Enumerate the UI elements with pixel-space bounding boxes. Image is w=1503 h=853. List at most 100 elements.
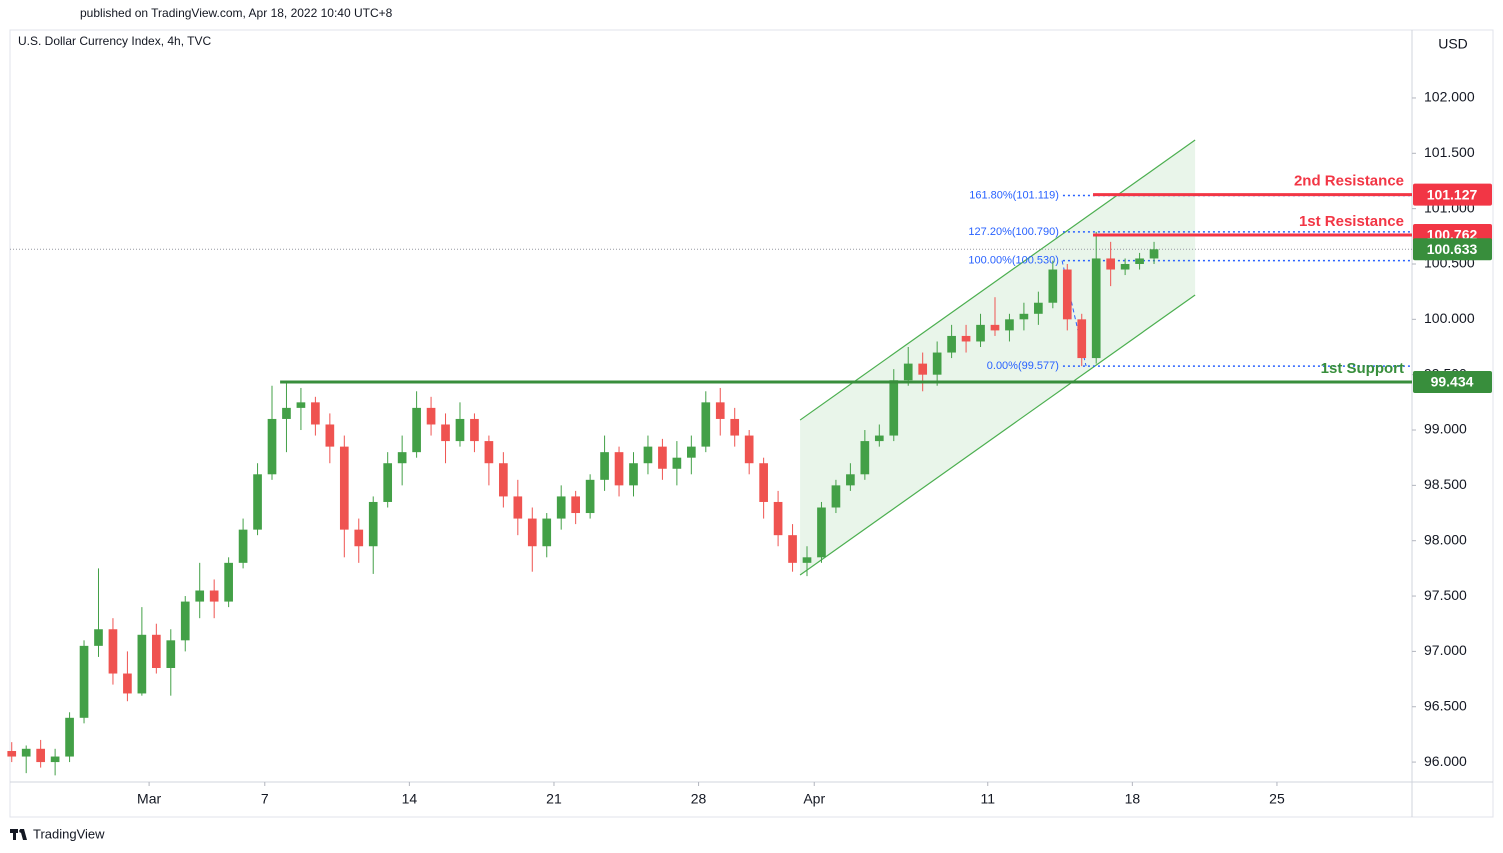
candle-body: [542, 518, 552, 547]
candle-body: [932, 352, 942, 375]
fib-label: 161.80%(101.119): [969, 189, 1059, 201]
x-tick-label: 18: [1125, 791, 1141, 807]
y-tick-label: 99.000: [1424, 421, 1467, 437]
candle-body: [759, 463, 768, 502]
candle-body: [527, 518, 537, 547]
candle-body: [860, 441, 870, 475]
level-name: 1st Resistance: [1299, 213, 1404, 230]
candle-body: [1077, 319, 1087, 359]
candle-body: [831, 485, 841, 508]
y-tick-label: 96.000: [1424, 753, 1467, 769]
candle-body: [1062, 269, 1072, 320]
candle-body: [195, 590, 205, 602]
header: published on TradingView.com, Apr 18, 20…: [80, 6, 393, 20]
fib-label: 127.20%(100.790): [968, 226, 1059, 238]
candle-body: [166, 640, 176, 668]
price-badge-label: 100.633: [1427, 241, 1478, 257]
y-tick-label: 102.000: [1424, 89, 1475, 105]
price-badge-label: 101.127: [1427, 186, 1478, 202]
price-badge-label: 99.434: [1431, 374, 1474, 390]
x-tick-label: 14: [402, 791, 418, 807]
candle-body: [571, 496, 580, 514]
x-tick-label: 11: [980, 791, 995, 807]
candle-body: [368, 501, 378, 547]
candle-body: [224, 562, 233, 602]
candle-body: [658, 446, 667, 469]
candle-body: [441, 424, 450, 442]
candle-body: [108, 629, 118, 674]
y-tick-label: 97.500: [1424, 587, 1467, 603]
candle-body: [253, 474, 262, 530]
y-tick-label: 100.000: [1424, 310, 1475, 326]
candle-body: [470, 418, 479, 442]
candle-body: [773, 501, 783, 536]
candle-body: [846, 474, 855, 486]
candle-body: [629, 463, 638, 486]
x-tick-label: 25: [1269, 791, 1285, 807]
candle-body: [354, 529, 364, 547]
y-tick-label: 98.500: [1424, 476, 1467, 492]
candle-body: [412, 407, 421, 453]
candle-body: [802, 557, 812, 563]
candle-body: [484, 441, 494, 464]
candle-body: [1106, 258, 1116, 270]
y-tick-label: 101.500: [1424, 144, 1475, 160]
candle-body: [990, 324, 1000, 331]
candle-body: [296, 402, 306, 408]
candle-body: [556, 496, 566, 519]
candle-body: [874, 435, 884, 442]
candle-body: [672, 457, 682, 469]
channel-line: [799, 294, 1196, 576]
candle-body: [209, 590, 219, 602]
candle-body: [1091, 258, 1101, 359]
candle-body: [36, 748, 45, 763]
candle-body: [94, 629, 103, 646]
candle-body: [961, 335, 971, 342]
channel-line: [799, 139, 1196, 421]
candle-body: [455, 418, 465, 442]
candle-body: [1034, 302, 1043, 314]
candle-body: [600, 452, 609, 480]
candle-body: [513, 496, 523, 519]
y-tick-label: 96.500: [1424, 697, 1467, 713]
candle-body: [397, 452, 407, 464]
candle-body: [1048, 269, 1058, 303]
x-tick-label: Mar: [137, 791, 161, 807]
candle-body: [903, 363, 913, 381]
currency: USD: [1438, 36, 1468, 52]
candle-body: [180, 601, 190, 641]
candle-body: [918, 363, 928, 375]
candle-body: [701, 402, 711, 447]
candle-body: [383, 463, 393, 502]
candle-body: [643, 446, 653, 464]
brand: TradingView: [33, 826, 105, 841]
level-name: 2nd Resistance: [1294, 173, 1404, 190]
candle-body: [7, 751, 17, 757]
x-tick-label: 28: [691, 791, 707, 807]
logo: [10, 829, 27, 840]
candle-body: [426, 407, 436, 425]
candle-body: [1135, 258, 1144, 264]
candle-body: [238, 529, 248, 563]
candle-body: [585, 479, 595, 514]
candle-body: [788, 535, 797, 563]
candle-body: [499, 463, 508, 497]
candle-body: [325, 424, 335, 447]
fib-label: 0.00%(99.577): [987, 360, 1059, 372]
candle-body: [715, 402, 725, 419]
candle-body: [123, 673, 132, 694]
candle-body: [817, 507, 826, 558]
level-name: 1st Support: [1321, 360, 1404, 377]
candle-body: [267, 418, 277, 475]
candle-body: [947, 335, 956, 353]
candle-body: [686, 446, 696, 458]
candle-body: [1019, 313, 1029, 320]
candle-body: [1149, 249, 1159, 259]
candle-body: [311, 402, 320, 425]
frame: [9, 29, 1494, 818]
x-tick-label: Apr: [803, 791, 825, 807]
price-badge: [1413, 238, 1492, 261]
candle-body: [339, 446, 349, 530]
y-tick-label: 98.000: [1424, 531, 1467, 547]
